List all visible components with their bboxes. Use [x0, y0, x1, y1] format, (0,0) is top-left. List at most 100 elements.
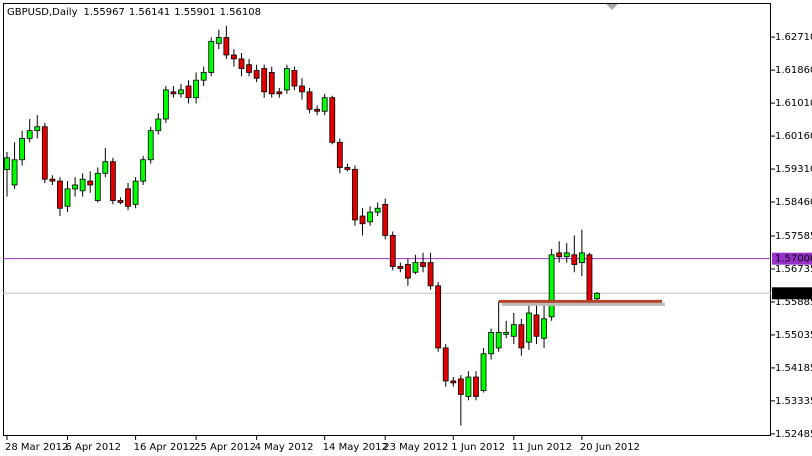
candle-body: [563, 252, 570, 258]
candle-body: [238, 58, 245, 69]
candle-body: [4, 157, 10, 170]
candle-body: [94, 172, 101, 201]
candle-body: [299, 85, 305, 93]
candle-body: [488, 332, 495, 355]
symbol: GBPUSD,Daily: [7, 7, 78, 18]
x-tick-label: 14 May 2012: [323, 442, 388, 453]
candle-body: [26, 130, 33, 139]
candle-body: [336, 141, 343, 168]
candle-body: [79, 178, 86, 192]
candle-body: [404, 264, 411, 279]
candle-body: [57, 180, 63, 209]
candle-body: [125, 188, 131, 207]
shift-marker: [606, 4, 618, 10]
x-tick-label: 16 Apr 2012: [134, 442, 196, 453]
candle-body: [193, 79, 200, 99]
candle-body: [231, 54, 237, 60]
candle-body: [49, 178, 56, 182]
candle-body: [253, 70, 260, 79]
candle-body: [306, 91, 313, 110]
candle-body: [178, 89, 184, 95]
candle-body: [19, 138, 26, 161]
x-tick-label: 23 May 2012: [383, 442, 448, 453]
candle-body: [374, 207, 381, 213]
candle-body: [510, 324, 517, 337]
candle-body: [276, 91, 283, 95]
low-value: 1.55901: [174, 7, 215, 18]
candle-body: [200, 72, 207, 81]
candle-body: [117, 200, 124, 203]
candle-body: [132, 180, 139, 205]
y-tick-label: 1.61010: [775, 98, 812, 109]
candle-body: [109, 161, 116, 201]
x-tick-label: 25 Apr 2012: [194, 442, 256, 453]
candle-body: [556, 252, 563, 258]
candle-body: [420, 262, 426, 267]
candle-body: [246, 64, 252, 73]
candle-body: [344, 167, 351, 170]
candle-body: [495, 332, 502, 349]
close-value: 1.56108: [220, 7, 261, 18]
candle-body: [87, 180, 94, 186]
x-tick-label: 11 Jun 2012: [512, 442, 572, 453]
candle-body: [526, 312, 532, 343]
y-tick-label: 1.56735: [775, 264, 812, 275]
price-label: 1.56108: [775, 288, 812, 299]
candle-body: [268, 72, 275, 95]
candle-body: [397, 266, 404, 269]
candle-body: [503, 332, 510, 335]
candle-body: [435, 285, 442, 349]
candle-body: [215, 37, 222, 44]
candle-body: [450, 380, 457, 384]
candle-body: [473, 376, 479, 397]
open-value: 1.55967: [84, 7, 125, 18]
price-label-box: [772, 287, 812, 300]
x-tick-label: 1 Jun 2012: [451, 442, 505, 453]
y-tick-label: 1.52485: [775, 429, 812, 440]
candle-body: [223, 37, 230, 56]
candle-body: [72, 184, 78, 190]
candle-body: [329, 97, 336, 143]
candle-body: [518, 324, 525, 349]
x-tick-label: 4 May 2012: [255, 442, 314, 453]
y-tick-label: 1.54185: [775, 363, 812, 374]
candle-body: [170, 91, 177, 95]
candle-body: [283, 68, 290, 91]
candle-body: [389, 235, 396, 267]
candle-body: [291, 70, 298, 87]
x-tick-label: 6 Apr 2012: [66, 442, 121, 453]
candle-body: [457, 378, 464, 395]
y-tick-label: 1.60160: [775, 131, 812, 142]
candle-body: [412, 262, 419, 273]
candle-body: [586, 254, 593, 302]
candle-body: [208, 41, 215, 73]
candle-body: [155, 118, 162, 132]
candle-body: [359, 215, 366, 225]
candle-body: [185, 85, 192, 99]
candle-body: [321, 97, 328, 112]
y-tick-label: 1.55035: [775, 330, 812, 341]
y-tick-label: 1.58460: [775, 197, 812, 208]
candle-body: [352, 169, 358, 221]
y-tick-label: 1.61860: [775, 65, 812, 76]
candle-body: [480, 353, 487, 392]
candle-body: [427, 262, 434, 287]
candle-body: [442, 347, 449, 382]
candle-body: [41, 126, 48, 180]
candle-body: [102, 161, 109, 174]
candle-body: [140, 159, 147, 182]
candle-body: [382, 203, 389, 236]
x-tick-label: 28 Mar 2012: [5, 442, 68, 453]
candle-body: [578, 252, 585, 263]
y-tick-label: 1.62710: [775, 32, 812, 43]
candle-body: [147, 130, 154, 161]
candle-body: [594, 292, 600, 300]
candle-body: [11, 159, 18, 186]
y-tick-label: 1.59310: [775, 164, 812, 175]
high-value: 1.56141: [129, 7, 170, 18]
y-tick-label: 1.55885: [775, 297, 812, 308]
level-label-box: [772, 252, 812, 265]
candle-body: [541, 318, 547, 339]
